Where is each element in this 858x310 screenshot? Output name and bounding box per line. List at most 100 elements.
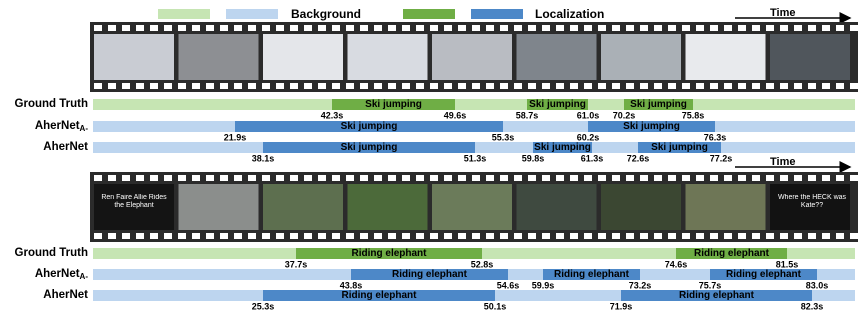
film-hole	[472, 25, 480, 31]
time-label: Time	[770, 156, 795, 168]
legend-label: Localization	[535, 7, 604, 21]
film-hole	[318, 83, 326, 89]
film-hole	[374, 83, 382, 89]
film-hole	[136, 25, 144, 31]
film-hole	[248, 175, 256, 181]
film-hole	[486, 175, 494, 181]
film-hole	[766, 83, 774, 89]
segment-end: 81.5s	[776, 259, 799, 269]
row-subscript: A-	[80, 272, 89, 281]
row-name: AherNet	[43, 141, 88, 153]
film-hole	[850, 83, 858, 89]
film-hole	[836, 25, 844, 31]
film-hole	[402, 233, 410, 239]
row-name: Ground Truth	[15, 247, 88, 259]
film-hole	[542, 233, 550, 239]
film-hole	[360, 233, 368, 239]
video-frame	[179, 34, 259, 80]
film-hole	[108, 25, 116, 31]
film-hole	[164, 83, 172, 89]
film-hole	[850, 233, 858, 239]
film-hole	[500, 83, 508, 89]
segment-end: 83.0s	[806, 280, 829, 290]
film-hole	[598, 175, 606, 181]
film-hole	[836, 83, 844, 89]
film-hole	[206, 25, 214, 31]
film-hole	[304, 83, 312, 89]
film-hole	[178, 83, 186, 89]
film-hole	[150, 83, 158, 89]
film-hole	[178, 175, 186, 181]
film-hole	[612, 233, 620, 239]
film-hole	[556, 233, 564, 239]
film-hole	[388, 83, 396, 89]
segment-end: 61.3s	[581, 153, 604, 163]
segment-end: 75.8s	[682, 110, 705, 120]
film-hole	[122, 175, 130, 181]
segment-start: 74.6s	[665, 259, 688, 269]
film-hole	[738, 233, 746, 239]
film-hole	[192, 175, 200, 181]
film-hole	[458, 175, 466, 181]
row-subscript: A-	[80, 124, 89, 133]
film-hole	[136, 233, 144, 239]
film-hole	[822, 83, 830, 89]
film-hole	[234, 83, 242, 89]
segment-end: 49.6s	[444, 110, 467, 120]
film-hole	[318, 25, 326, 31]
segment-label: Ski jumping	[341, 142, 398, 153]
film-hole	[164, 233, 172, 239]
row-name: Ground Truth	[15, 98, 88, 110]
film-hole	[514, 25, 522, 31]
film-hole	[696, 175, 704, 181]
video-frame	[348, 34, 428, 80]
film-hole	[290, 83, 298, 89]
film-hole	[458, 83, 466, 89]
film-hole	[514, 175, 522, 181]
segment-end: 52.8s	[471, 259, 494, 269]
film-hole	[248, 83, 256, 89]
film-hole	[332, 25, 340, 31]
film-hole	[374, 175, 382, 181]
film-hole	[738, 25, 746, 31]
film-hole	[542, 175, 550, 181]
film-hole	[794, 233, 802, 239]
film-hole	[486, 83, 494, 89]
film-hole	[556, 83, 564, 89]
film-hole	[612, 83, 620, 89]
film-hole	[822, 25, 830, 31]
video-frame	[517, 34, 597, 80]
segment-label: Riding elephant	[392, 269, 468, 280]
film-hole	[668, 25, 676, 31]
film-hole	[430, 25, 438, 31]
film-hole	[822, 233, 830, 239]
segment-label: Riding elephant	[694, 248, 770, 259]
film-hole	[332, 233, 340, 239]
film-hole	[262, 233, 270, 239]
film-hole	[752, 175, 760, 181]
film-hole	[836, 175, 844, 181]
row-label: AherNetA-	[35, 120, 89, 133]
film-hole	[556, 25, 564, 31]
segment-label: Ski jumping	[623, 121, 680, 132]
film-hole	[766, 175, 774, 181]
film-hole	[696, 25, 704, 31]
segment-start: 75.7s	[699, 280, 722, 290]
film-hole	[738, 175, 746, 181]
film-hole	[570, 25, 578, 31]
film-hole	[584, 175, 592, 181]
film-hole	[612, 25, 620, 31]
film-hole	[626, 175, 634, 181]
film-hole	[192, 83, 200, 89]
film-hole	[780, 25, 788, 31]
video-frame	[263, 184, 343, 230]
film-hole	[122, 25, 130, 31]
film-hole	[388, 175, 396, 181]
film-hole	[346, 83, 354, 89]
film-hole	[598, 233, 606, 239]
film-hole	[528, 175, 536, 181]
film-hole	[654, 25, 662, 31]
segment-label: Riding elephant	[679, 290, 755, 301]
film-hole	[640, 233, 648, 239]
segment-start: 43.8s	[340, 280, 363, 290]
